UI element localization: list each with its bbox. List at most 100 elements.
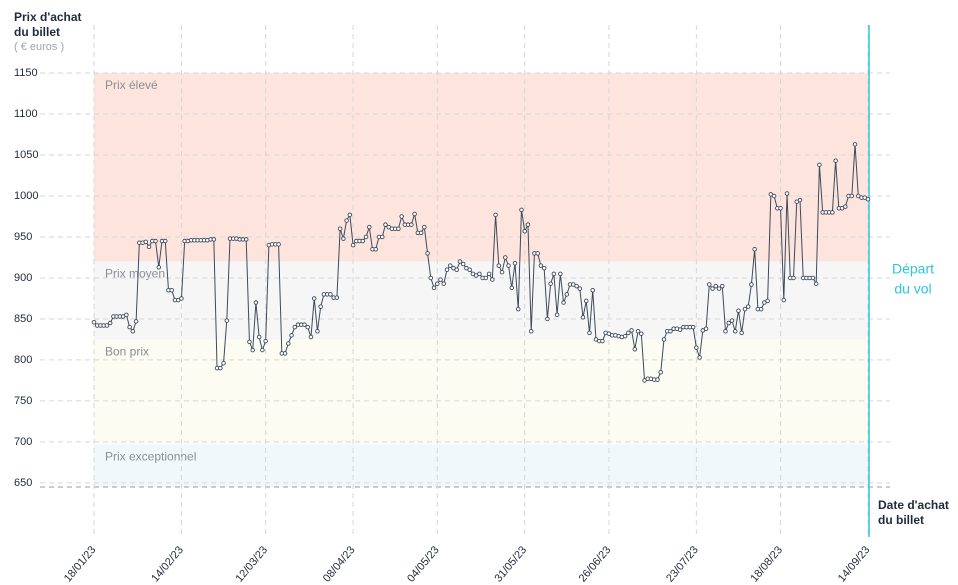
price-point bbox=[328, 292, 333, 297]
price-point bbox=[162, 238, 168, 244]
price-point bbox=[791, 275, 796, 281]
price-point bbox=[629, 328, 634, 333]
price-point bbox=[817, 162, 822, 168]
price-point bbox=[302, 322, 307, 327]
price-point bbox=[143, 239, 149, 245]
band-label: Prix exceptionnel bbox=[105, 450, 196, 464]
x-tick-label: 26/06/23 bbox=[577, 544, 614, 585]
price-point bbox=[243, 237, 249, 242]
price-point bbox=[318, 304, 323, 309]
price-point bbox=[564, 292, 570, 297]
price-point bbox=[771, 193, 777, 199]
price-point bbox=[849, 193, 855, 199]
price-point bbox=[311, 296, 317, 301]
price-point bbox=[551, 271, 557, 277]
x-tick-label: 31/05/23 bbox=[493, 544, 530, 585]
price-point bbox=[758, 306, 764, 312]
price-point bbox=[626, 330, 631, 336]
price-point bbox=[668, 328, 673, 334]
price-point bbox=[519, 207, 524, 213]
price-point bbox=[454, 267, 459, 273]
price-point bbox=[179, 296, 184, 301]
price-point bbox=[635, 328, 641, 334]
price-point bbox=[224, 318, 230, 323]
price-point bbox=[334, 295, 340, 300]
price-point bbox=[493, 212, 498, 218]
price-point bbox=[512, 260, 518, 266]
price-point bbox=[561, 300, 566, 305]
price-point bbox=[438, 277, 443, 282]
price-point bbox=[713, 283, 719, 289]
price-point bbox=[765, 298, 770, 304]
price-point bbox=[525, 222, 531, 227]
price-point bbox=[503, 255, 508, 260]
price-point bbox=[341, 236, 346, 241]
price-point bbox=[350, 242, 356, 248]
price-point bbox=[337, 226, 343, 232]
y-tick-label: 850 bbox=[14, 313, 32, 325]
price-point bbox=[622, 333, 628, 339]
price-point bbox=[535, 251, 540, 256]
price-point bbox=[360, 238, 366, 244]
price-point bbox=[797, 197, 803, 203]
price-point bbox=[435, 281, 440, 286]
price-point bbox=[477, 271, 482, 277]
x-tick-label: 08/04/23 bbox=[321, 544, 358, 585]
price-point bbox=[745, 304, 751, 309]
price-point bbox=[736, 308, 741, 313]
price-point bbox=[107, 320, 113, 326]
price-point bbox=[752, 247, 757, 252]
price-point bbox=[308, 334, 314, 340]
price-point bbox=[260, 347, 265, 353]
x-tick-label: 12/03/23 bbox=[233, 544, 270, 585]
price-point bbox=[467, 267, 472, 273]
price-point bbox=[726, 320, 731, 326]
price-point bbox=[91, 319, 97, 325]
price-point bbox=[286, 341, 291, 346]
y-tick-label: 1100 bbox=[14, 108, 38, 120]
price-point bbox=[409, 222, 414, 227]
price-point bbox=[146, 244, 152, 250]
price-point bbox=[431, 285, 437, 291]
price-point bbox=[739, 330, 744, 336]
y-tick-label: 1050 bbox=[14, 149, 38, 161]
price-point bbox=[457, 259, 463, 264]
price-point bbox=[694, 345, 699, 350]
price-point bbox=[522, 228, 527, 234]
price-point bbox=[541, 265, 547, 271]
price-point bbox=[496, 263, 502, 268]
price-point bbox=[130, 328, 136, 334]
price-band bbox=[94, 444, 868, 487]
price-point bbox=[169, 287, 174, 293]
y-tick-label: 900 bbox=[14, 272, 32, 284]
price-point bbox=[344, 218, 349, 223]
y-unit: ( € euros ) bbox=[14, 41, 64, 53]
price-point bbox=[703, 326, 709, 332]
price-point bbox=[509, 285, 515, 291]
price-point bbox=[441, 281, 447, 286]
y-tick-label: 650 bbox=[14, 477, 32, 489]
price-point bbox=[412, 211, 417, 217]
price-point bbox=[263, 338, 268, 344]
price-point bbox=[577, 286, 583, 291]
price-point bbox=[418, 230, 424, 236]
price-point bbox=[710, 286, 715, 291]
x-label-2: du billet bbox=[878, 513, 924, 527]
price-point bbox=[253, 300, 259, 305]
price-point bbox=[211, 237, 217, 242]
y-label-2: du billet bbox=[14, 25, 60, 39]
price-point bbox=[444, 267, 450, 273]
price-point bbox=[716, 286, 722, 291]
price-point bbox=[250, 347, 255, 353]
y-tick-label: 1150 bbox=[14, 67, 38, 79]
price-point bbox=[153, 238, 158, 244]
price-point bbox=[639, 331, 644, 336]
band-label: Bon prix bbox=[105, 345, 149, 359]
price-point bbox=[460, 261, 466, 267]
price-point bbox=[347, 212, 353, 218]
price-point bbox=[127, 324, 132, 330]
price-point bbox=[104, 323, 110, 328]
price-point bbox=[363, 234, 369, 240]
price-point bbox=[707, 282, 712, 287]
